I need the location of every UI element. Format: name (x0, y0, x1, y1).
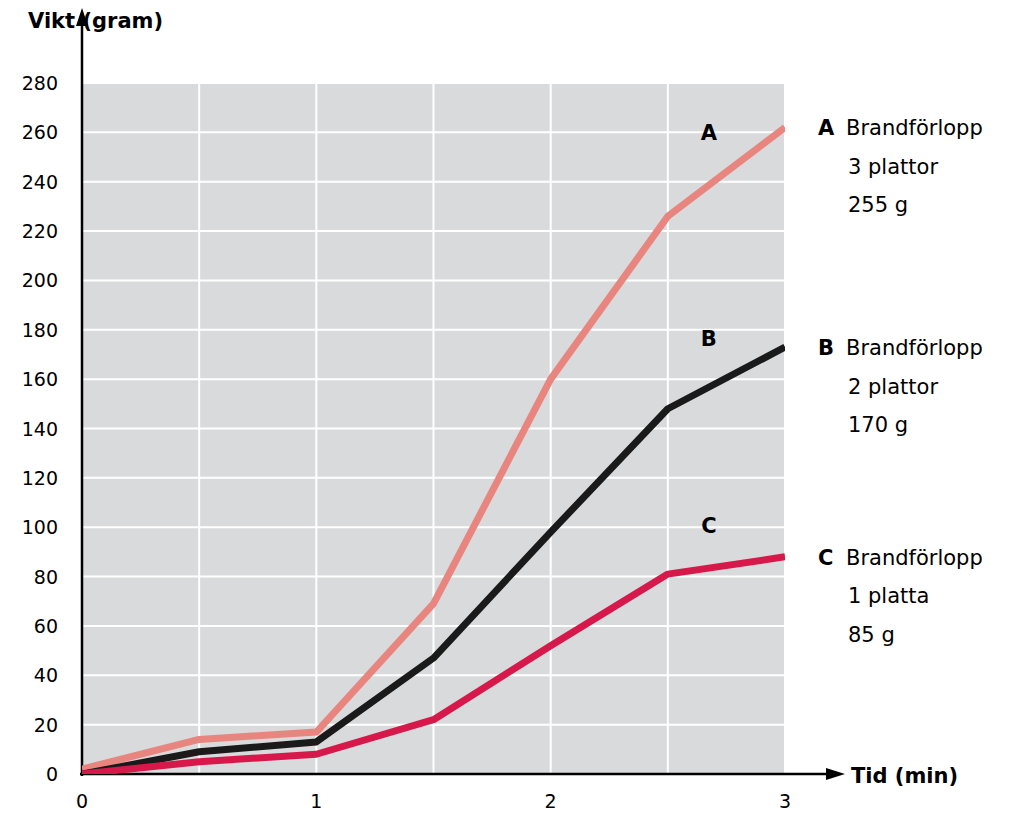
legend-text: 1 platta (848, 584, 929, 608)
series-line (82, 127, 785, 769)
legend-name: C (818, 546, 833, 570)
legend-text: Brandförlopp (846, 336, 983, 360)
legend-text: 255 g (848, 193, 908, 217)
y-tick-label: 180 (22, 319, 58, 341)
y-tick-label: 120 (22, 467, 58, 489)
grid-line (667, 83, 669, 774)
x-tick-label: 2 (545, 790, 557, 812)
line-label: A (701, 121, 718, 145)
line-label: B (701, 327, 717, 351)
y-tick-label: 140 (22, 418, 58, 440)
x-axis-label: Tid (min) (851, 764, 958, 788)
y-axis-label: Vikt (gram) (28, 9, 163, 33)
legend-text: Brandförlopp (846, 546, 983, 570)
grid (82, 83, 785, 774)
legend-text: Brandförlopp (846, 116, 983, 140)
y-tick-label: 40 (34, 664, 58, 686)
x-tick-label: 1 (310, 790, 322, 812)
legend-name: B (818, 336, 834, 360)
y-tick-label: 80 (34, 566, 58, 588)
legend-text: 2 plattor (848, 375, 938, 399)
y-tick-label: 280 (22, 72, 58, 94)
y-tick-label: 0 (46, 763, 58, 785)
grid-line (550, 83, 552, 774)
lines (82, 127, 785, 774)
x-axis (80, 773, 830, 776)
y-tick-label: 240 (22, 171, 58, 193)
grid-line (433, 83, 435, 774)
plot-background (82, 83, 785, 774)
legend-name: A (818, 116, 835, 140)
line-label: C (701, 514, 716, 538)
y-tick-label: 20 (34, 714, 58, 736)
series-line (82, 557, 785, 774)
x-axis-arrow (826, 768, 845, 780)
y-tick-label: 160 (22, 368, 58, 390)
legend-text: 170 g (848, 413, 908, 437)
chart: 0 20 40 60 80 100 120 140 160 180 200 220 240 260 280 0… (0, 0, 1019, 818)
grid-line (198, 83, 200, 774)
series-line (82, 347, 785, 774)
y-tick-label: 100 (22, 516, 58, 538)
x-tick-label: 3 (779, 790, 791, 812)
legend-text: 85 g (848, 623, 895, 647)
x-tick-label: 0 (76, 790, 88, 812)
y-tick-label: 220 (22, 220, 58, 242)
y-tick-label: 60 (34, 615, 58, 637)
legend-text: 3 plattor (848, 155, 938, 179)
grid-line (784, 83, 786, 774)
y-axis (81, 22, 84, 776)
y-tick-label: 200 (22, 269, 58, 291)
grid-line (315, 83, 317, 774)
y-tick-label: 260 (22, 121, 58, 143)
